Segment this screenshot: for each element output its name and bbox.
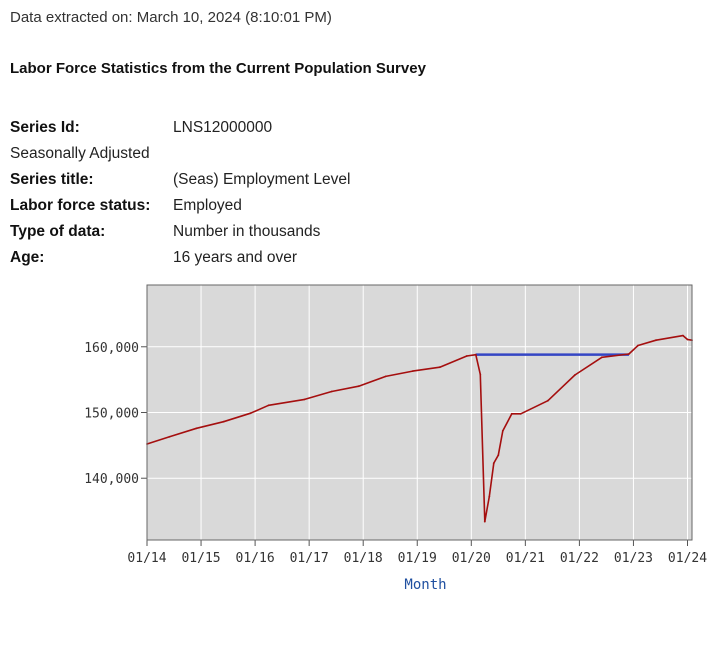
tick-labels: 01/14 01/15 01/16 01/17 01/18 01/19 01/20 01/21… [84,341,707,566]
x-tick-label: 01/24 [668,551,707,566]
data-point [682,334,684,337]
data-point [479,373,482,376]
series-title-label: Series title: [10,171,94,188]
seasonal-row: Seasonally Adjusted [10,141,350,167]
data-point [267,404,270,407]
series-metadata: Series Id: LNS12000000 Seasonally Adjust… [10,115,350,271]
age-label: Age: [10,249,45,266]
data-point [501,430,504,432]
data-point [222,420,225,423]
data-point [474,353,477,356]
series-title-row: Series title: (Seas) Employment Level [10,167,350,193]
age-row: Age: 16 years and over [10,245,350,271]
data-point [483,520,486,523]
data-point [628,353,630,355]
y-tick-label: 140,000 [84,472,139,487]
x-axis-title: Month [404,577,446,593]
data-point [330,390,333,393]
series-id-row: Series Id: LNS12000000 [10,115,350,141]
data-point [195,427,198,430]
data-point [497,454,500,457]
data-point [438,366,441,369]
x-tick-label: 01/17 [290,551,329,566]
data-point [168,435,171,438]
extraction-timestamp: Data extracted on: March 10, 2024 (8:10:… [10,9,332,26]
x-tick-label: 01/21 [506,551,545,566]
age-value: 16 years and over [173,249,298,266]
series-id-label: Series Id: [10,119,80,136]
status-label: Labor force status: [10,197,151,214]
data-type-row: Type of data: Number in thousands [10,219,350,245]
axis-ticks [141,346,688,546]
x-tick-label: 01/22 [560,551,599,566]
plot-frame [146,284,693,541]
data-point [465,355,468,357]
data-point [601,356,603,359]
data-point [384,375,387,378]
x-tick-label: 01/15 [181,551,220,566]
status-row: Labor force status: Employed [10,193,350,219]
data-type-label: Type of data: [10,223,106,240]
x-tick-label: 01/16 [236,551,275,566]
series-title-value: (Seas) Employment Level [173,171,351,188]
seasonal-adjustment: Seasonally Adjusted [10,145,150,162]
data-point [574,374,576,376]
data-point [249,412,252,415]
data-point [488,495,491,498]
data-point [510,412,513,415]
x-tick-label: 01/20 [452,551,491,566]
x-tick-label: 01/23 [614,551,653,566]
x-tick-label: 01/19 [398,551,437,566]
status-value: Employed [173,197,242,214]
grid-lines [146,285,692,540]
data-point [357,385,360,388]
data-point [547,399,549,402]
x-tick-label: 01/18 [344,551,383,566]
data-point [303,398,306,401]
data-point [519,412,522,415]
data-type-value: Number in thousands [173,223,321,240]
y-tick-label: 160,000 [84,341,139,356]
data-point [411,370,414,372]
data-point [686,338,689,341]
page-title: Labor Force Statistics from the Current … [10,60,426,77]
series-id-value: LNS12000000 [173,119,273,136]
employment-chart: 01/14 01/15 01/16 01/17 01/18 01/19 01/20 01/21… [84,284,707,593]
data-point [637,344,639,347]
data-point [655,339,657,342]
x-tick-label: 01/14 [127,551,166,566]
y-tick-label: 150,000 [84,407,139,422]
data-point [492,462,495,464]
